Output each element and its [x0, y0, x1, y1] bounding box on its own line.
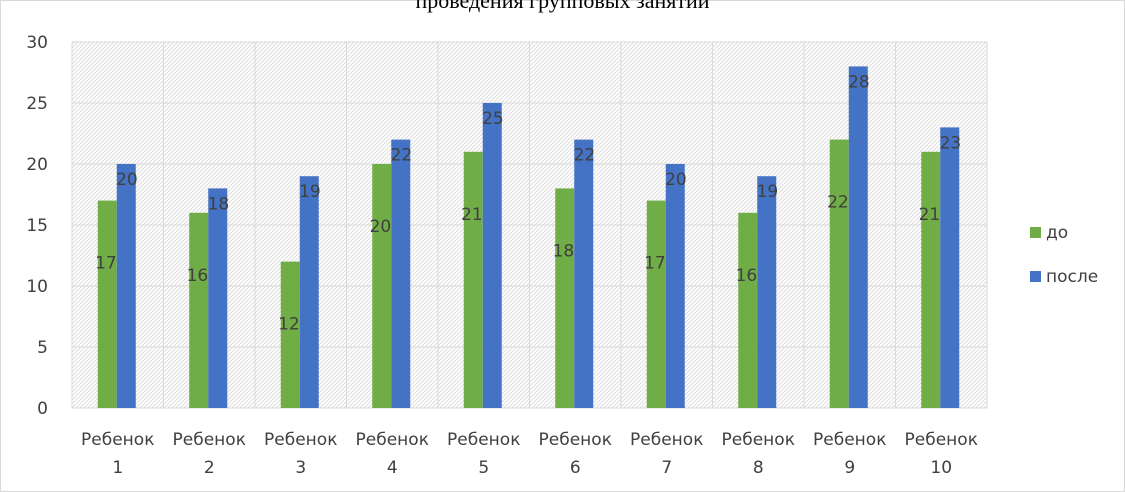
x-category-label: 4 [387, 458, 398, 478]
y-tick-label: 30 [26, 33, 48, 53]
bar-после-2 [208, 188, 228, 408]
x-category-label: Ребенок [173, 430, 246, 450]
bar-до-4 [372, 164, 392, 408]
y-tick-label: 0 [37, 399, 48, 419]
bar-после-6 [574, 139, 594, 408]
x-category-label: 7 [661, 458, 672, 478]
data-label-после-8: 19 [757, 182, 779, 202]
y-tick-label: 15 [26, 216, 48, 236]
x-category-label: Ребенок [630, 430, 703, 450]
bar-до-8 [738, 212, 758, 408]
x-category-label: 10 [930, 458, 952, 478]
x-category-label: 3 [295, 458, 306, 478]
bar-после-3 [299, 176, 319, 408]
data-label-после-10: 23 [940, 133, 962, 153]
bar-после-7 [665, 164, 685, 408]
bar-до-2 [189, 212, 209, 408]
x-category-label: 2 [204, 458, 215, 478]
bar-до-3 [280, 261, 300, 408]
data-label-после-9: 28 [848, 72, 870, 92]
data-label-до-1: 17 [95, 254, 117, 274]
bar-до-7 [646, 200, 666, 408]
bar-до-9 [829, 139, 849, 408]
data-label-до-7: 17 [644, 254, 666, 274]
legend-swatch-после [1030, 271, 1041, 282]
data-label-после-5: 25 [482, 109, 504, 129]
data-label-после-3: 19 [299, 182, 321, 202]
legend-swatch-до [1030, 227, 1041, 238]
data-label-до-4: 20 [370, 217, 392, 237]
data-label-до-6: 18 [553, 241, 575, 261]
data-label-после-7: 20 [665, 170, 687, 190]
bar-после-1 [116, 164, 136, 408]
x-category-label: 8 [753, 458, 764, 478]
bar-до-10 [921, 151, 941, 409]
data-label-до-3: 12 [278, 315, 300, 335]
data-label-до-8: 16 [736, 266, 758, 286]
x-category-label: Ребенок [813, 430, 886, 450]
x-category-label: Ребенок [722, 430, 795, 450]
x-category-label: 1 [112, 458, 123, 478]
x-category-label: Ребенок [264, 430, 337, 450]
data-label-после-2: 18 [208, 194, 230, 214]
x-category-label: Ребенок [81, 430, 154, 450]
bar-после-4 [391, 139, 411, 408]
x-category-label: 9 [844, 458, 855, 478]
data-label-до-5: 21 [461, 205, 483, 225]
x-category-label: Ребенок [539, 430, 612, 450]
y-tick-label: 5 [37, 338, 48, 358]
data-label-после-6: 22 [574, 146, 596, 166]
data-label-до-2: 16 [187, 266, 209, 286]
bar-после-8 [757, 176, 777, 408]
chart-title: проведения групповых занятий [415, 0, 710, 13]
x-category-label: Ребенок [447, 430, 520, 450]
legend-label-после: после [1046, 267, 1098, 287]
bar-после-9 [848, 66, 868, 409]
legend-label-до: до [1046, 223, 1068, 243]
data-label-после-1: 20 [116, 170, 138, 190]
x-category-label: 5 [478, 458, 489, 478]
data-label-до-9: 22 [827, 193, 849, 213]
bar-после-10 [940, 127, 960, 409]
x-category-label: 6 [570, 458, 581, 478]
data-label-до-10: 21 [919, 205, 941, 225]
x-category-label: Ребенок [356, 430, 429, 450]
bar-после-5 [482, 103, 502, 408]
data-label-после-4: 22 [391, 146, 413, 166]
bar-до-1 [97, 200, 117, 408]
y-tick-label: 20 [26, 155, 48, 175]
y-tick-label: 25 [26, 94, 48, 114]
bar-до-6 [555, 188, 575, 408]
y-tick-label: 10 [26, 277, 48, 297]
bar-до-5 [463, 151, 483, 409]
x-category-label: Ребенок [905, 430, 978, 450]
